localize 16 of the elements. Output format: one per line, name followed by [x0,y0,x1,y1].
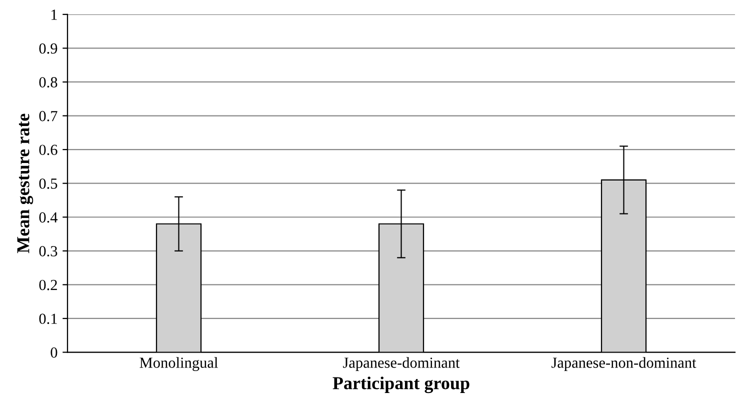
x-tick-label: Monolingual [140,357,218,372]
y-tick-label: 0 [50,347,58,358]
y-tick-label: 0.8 [39,77,58,88]
y-tick-label: 0.6 [39,144,58,156]
x-tick-label: Japanese-non-dominant [552,357,696,371]
y-tick-label: 0.3 [39,246,58,256]
y-tick-label: 0.4 [39,212,58,223]
x-tick-label: Japanese-dominant [343,357,460,371]
y-tick-label: 0.7 [39,110,58,122]
y-axis-title: Mean gesture rate [17,114,34,254]
y-tick-label: 0.1 [39,314,57,324]
x-axis-title: Participant group [332,376,470,394]
y-tick-label: 0.2 [39,280,57,290]
y-tick-label: 0.5 [39,178,58,189]
y-tick-label: 0.9 [39,43,58,54]
y-tick-label: 1 [51,10,57,20]
